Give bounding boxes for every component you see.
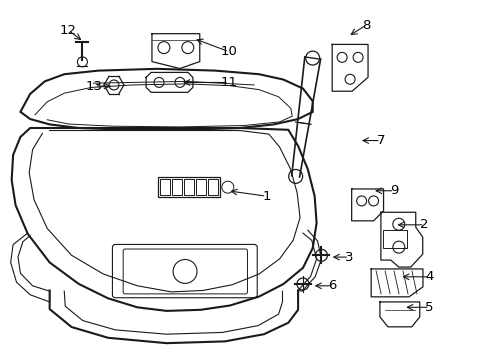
Text: 2: 2 — [420, 218, 428, 231]
Text: 12: 12 — [60, 24, 77, 37]
Text: 9: 9 — [389, 184, 398, 197]
Text: 8: 8 — [361, 19, 370, 32]
Text: 1: 1 — [262, 190, 270, 203]
Bar — [172, 179, 182, 195]
Text: 10: 10 — [220, 45, 237, 58]
Text: 7: 7 — [376, 134, 385, 147]
Text: 3: 3 — [344, 251, 353, 264]
Bar — [183, 179, 194, 195]
Bar — [158, 177, 220, 197]
Bar — [207, 179, 217, 195]
Text: 5: 5 — [425, 301, 433, 314]
Text: 13: 13 — [86, 80, 103, 93]
Bar — [196, 179, 205, 195]
Bar — [382, 230, 406, 248]
Text: 11: 11 — [220, 76, 237, 89]
Bar — [160, 179, 170, 195]
Text: 4: 4 — [425, 270, 433, 283]
Text: 6: 6 — [327, 279, 336, 292]
